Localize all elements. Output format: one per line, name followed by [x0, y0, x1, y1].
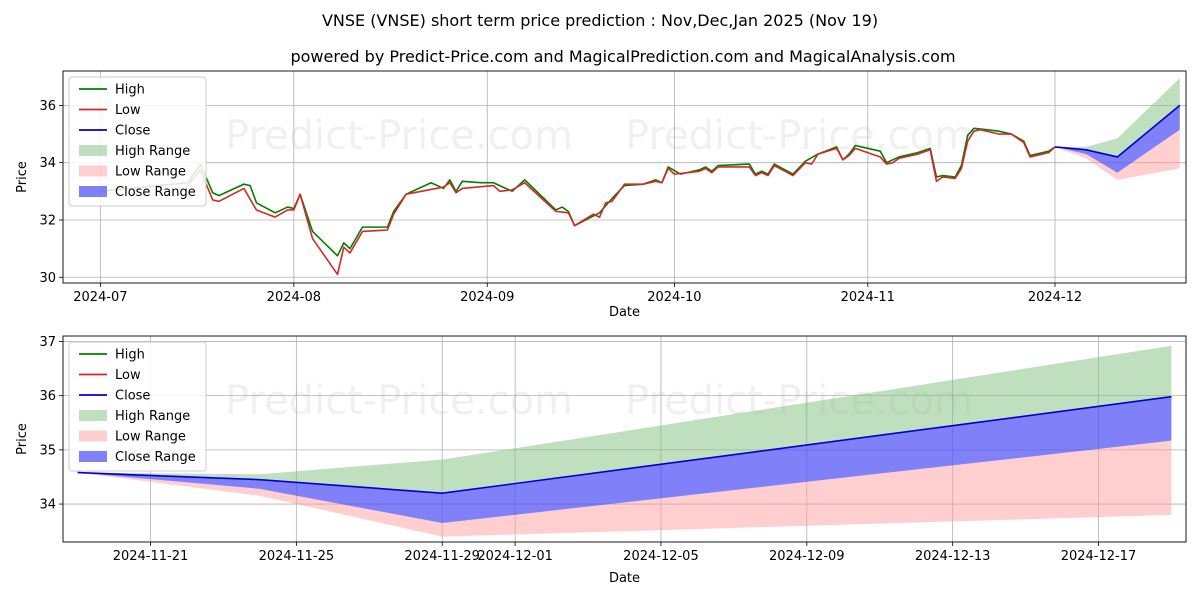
high-range-band — [77, 345, 1172, 494]
y-tick-label: 34 — [39, 156, 56, 171]
legend-swatch-low-range — [79, 165, 107, 177]
y-tick-label: 36 — [39, 99, 56, 114]
y-tick-label: 35 — [39, 443, 56, 458]
legend-label: High — [115, 83, 145, 98]
high-range-band — [1054, 78, 1180, 157]
plot-frame — [62, 70, 1187, 284]
x-tick-label: 2024-12 — [1028, 290, 1082, 305]
x-tick-label: 2024-10 — [647, 290, 701, 305]
legend-swatch-high-range — [79, 145, 107, 156]
legend-label: Close — [115, 124, 150, 139]
x-axis-label: Date — [609, 571, 640, 586]
x-tick-label: 2024-11 — [841, 290, 895, 305]
watermark-text: Predict-Price.com — [225, 113, 573, 159]
legend-label: Close Range — [115, 185, 196, 200]
legend: High Low Close High Range Low Range Close Ran… — [68, 76, 207, 207]
low-series-line — [187, 128, 1056, 276]
x-tick-label: 2024-11-25 — [259, 549, 335, 564]
x-tick-label: 2024-09 — [460, 290, 514, 305]
forecast-panel: Predict-Price.com Predict-Price.com2024-1… — [15, 335, 1187, 586]
legend-label: Low Range — [115, 430, 186, 445]
close-series-line — [1054, 104, 1181, 158]
x-tick-label: 2024-12-17 — [1061, 549, 1137, 564]
x-tick-label: 2024-07 — [73, 290, 127, 305]
x-tick-label: 2024-08 — [267, 290, 321, 305]
plot-frame — [62, 335, 1187, 543]
legend-swatch-close-range — [79, 451, 107, 462]
legend-swatch-low-range — [79, 430, 107, 442]
legend-label: Low — [115, 103, 141, 118]
y-tick-label: 37 — [39, 335, 56, 350]
watermark-text: Predict-Price.com — [225, 378, 573, 424]
history-panel: Predict-Price.com Predict-Price.com 2024-0… — [15, 70, 1187, 320]
chart-title: VNSE (VNSE) short term price prediction … — [322, 11, 878, 30]
y-tick-label: 36 — [39, 389, 56, 404]
close-series-line — [77, 395, 1172, 495]
x-tick-label: 2024-11-29 — [404, 549, 480, 564]
legend: High Low Close High Range Low Range Close Ran… — [68, 341, 207, 472]
low-range-band — [77, 440, 1172, 537]
x-tick-label: 2024-12-13 — [915, 549, 991, 564]
x-tick-label: 2024-12-05 — [623, 549, 699, 564]
legend-label: High Range — [115, 144, 190, 159]
low-range-band — [1054, 129, 1180, 180]
y-axis-label: Price — [15, 161, 30, 193]
legend-label: Close — [115, 389, 150, 404]
watermark-text: Predict-Price.com — [625, 113, 973, 159]
x-tick-label: 2024-11-21 — [113, 549, 189, 564]
close-range-band — [77, 396, 1172, 524]
legend-swatch-close-range — [79, 186, 107, 197]
y-axis-label: Price — [15, 423, 30, 455]
legend-label: High Range — [115, 409, 190, 424]
chart-subtitle: powered by Predict-Price.com and Magical… — [290, 47, 955, 66]
y-tick-label: 34 — [39, 498, 56, 513]
x-tick-label: 2024-12-09 — [769, 549, 845, 564]
y-tick-label: 32 — [39, 213, 56, 228]
legend-label: High — [115, 348, 145, 363]
x-tick-label: 2024-12-01 — [477, 549, 553, 564]
y-tick-label: 30 — [39, 271, 56, 286]
legend-label: Low Range — [115, 165, 186, 180]
legend-swatch-high-range — [79, 410, 107, 421]
legend-label: Close Range — [115, 450, 196, 465]
legend-label: Low — [115, 368, 141, 383]
x-axis-label: Date — [609, 305, 640, 320]
close-range-band — [1054, 105, 1180, 173]
